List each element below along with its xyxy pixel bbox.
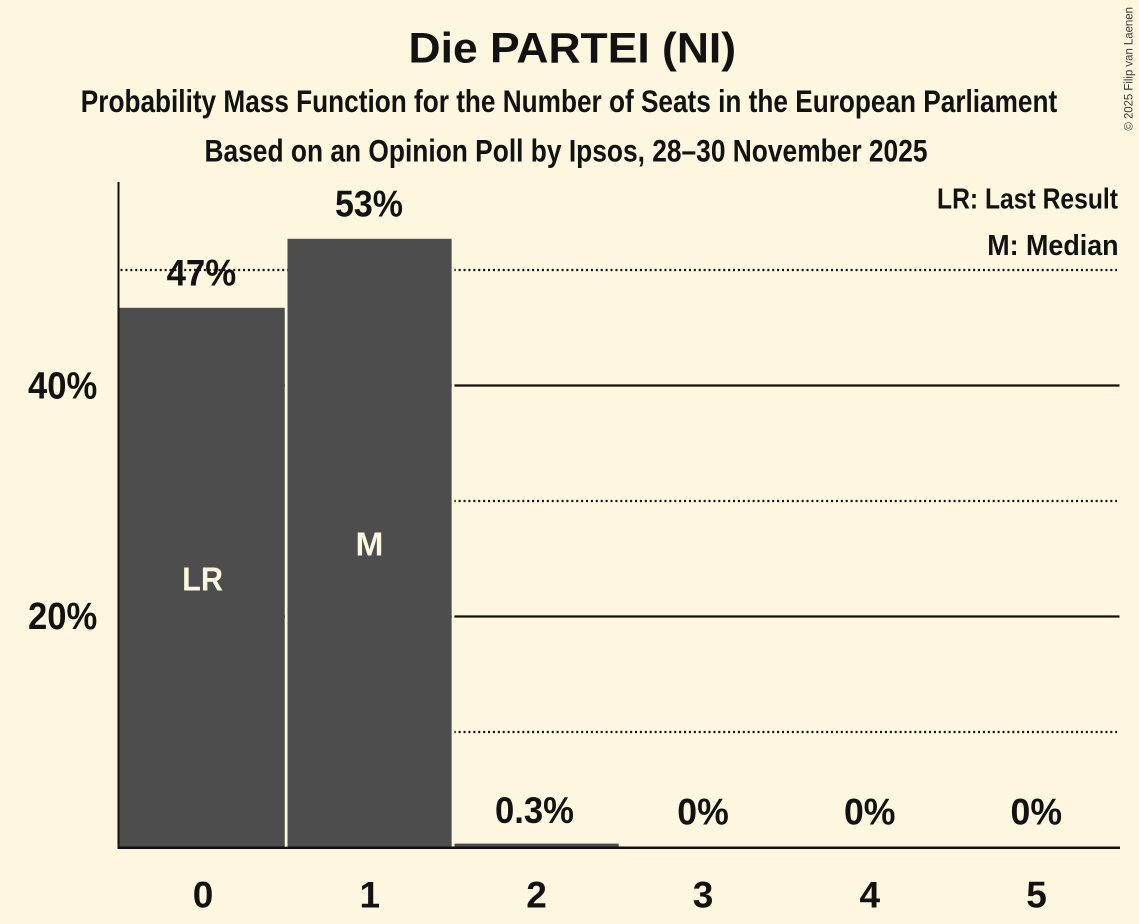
svg-text:LR: Last Result: LR: Last Result	[937, 183, 1118, 215]
svg-text:0: 0	[193, 875, 214, 916]
svg-text:M: Median: M: Median	[987, 230, 1118, 262]
svg-text:4: 4	[860, 875, 881, 916]
svg-text:53%: 53%	[335, 183, 403, 224]
svg-text:© 2025 Filip van Laenen: © 2025 Filip van Laenen	[1121, 7, 1135, 131]
svg-text:0.3%: 0.3%	[495, 790, 574, 831]
svg-text:2: 2	[526, 875, 547, 916]
svg-text:20%: 20%	[28, 596, 97, 638]
svg-text:3: 3	[693, 875, 714, 916]
svg-text:47%: 47%	[167, 253, 237, 294]
svg-text:0%: 0%	[844, 792, 896, 833]
svg-text:Based on an Opinion Poll by Ip: Based on an Opinion Poll by Ipsos, 28–30…	[205, 133, 928, 169]
svg-text:40%: 40%	[28, 365, 97, 407]
svg-text:5: 5	[1026, 875, 1047, 916]
svg-text:LR: LR	[182, 562, 223, 599]
svg-text:Probability Mass Function for: Probability Mass Function for the Number…	[81, 83, 1058, 119]
svg-text:M: M	[356, 527, 384, 564]
svg-text:Die PARTEI (NI): Die PARTEI (NI)	[409, 26, 737, 73]
svg-text:1: 1	[360, 875, 381, 916]
svg-text:0%: 0%	[1011, 792, 1063, 833]
svg-text:0%: 0%	[677, 792, 729, 833]
